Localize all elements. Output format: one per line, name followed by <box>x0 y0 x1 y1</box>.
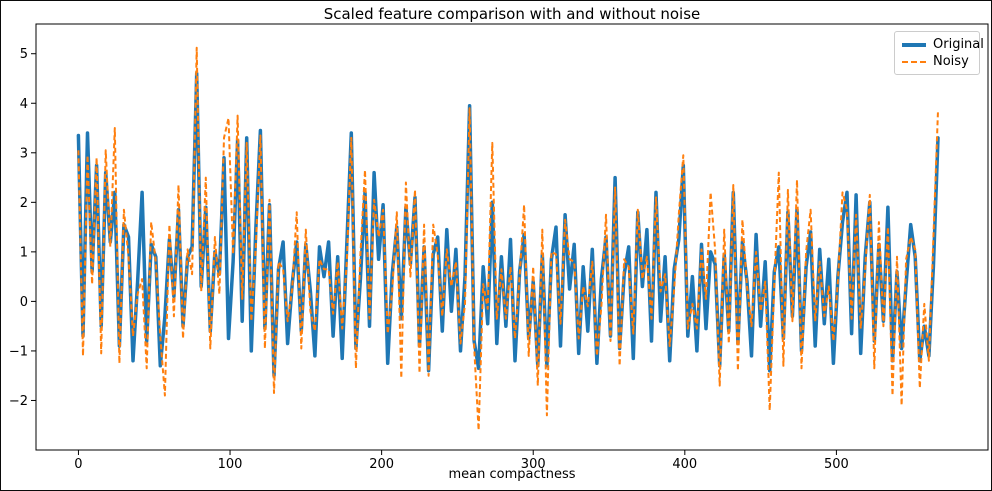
x-tick-label: 500 <box>824 457 849 472</box>
x-axis-label: mean compactness <box>448 467 576 482</box>
legend-item-noisy: Noisy <box>902 53 972 70</box>
y-tick-label: 3 <box>20 146 28 161</box>
legend-original-line-icon <box>902 42 926 47</box>
legend-noisy-line-icon <box>902 60 926 63</box>
x-tick-label: 400 <box>672 457 697 472</box>
x-tick-label: 0 <box>74 457 82 472</box>
x-tick-label: 200 <box>369 457 394 472</box>
y-tick-label: −1 <box>9 344 28 359</box>
y-tick-label: −2 <box>9 394 28 409</box>
legend-original-label: Original <box>933 37 984 52</box>
legend-item-original: Original <box>902 36 984 53</box>
chart-title: Scaled feature comparison with and witho… <box>323 5 701 23</box>
x-tick-label: 300 <box>521 457 546 472</box>
y-tick-label: 2 <box>20 196 28 211</box>
y-tick-label: 4 <box>20 97 28 112</box>
axes-spines <box>35 23 989 451</box>
legend: Original Noisy <box>894 31 984 75</box>
series-noisy-line <box>77 46 939 432</box>
y-tick-label: 5 <box>20 47 28 62</box>
legend-noisy-label: Noisy <box>933 54 969 69</box>
x-tick-label: 100 <box>218 457 243 472</box>
y-tick-label: 1 <box>20 245 28 260</box>
y-tick-label: 0 <box>20 295 28 310</box>
